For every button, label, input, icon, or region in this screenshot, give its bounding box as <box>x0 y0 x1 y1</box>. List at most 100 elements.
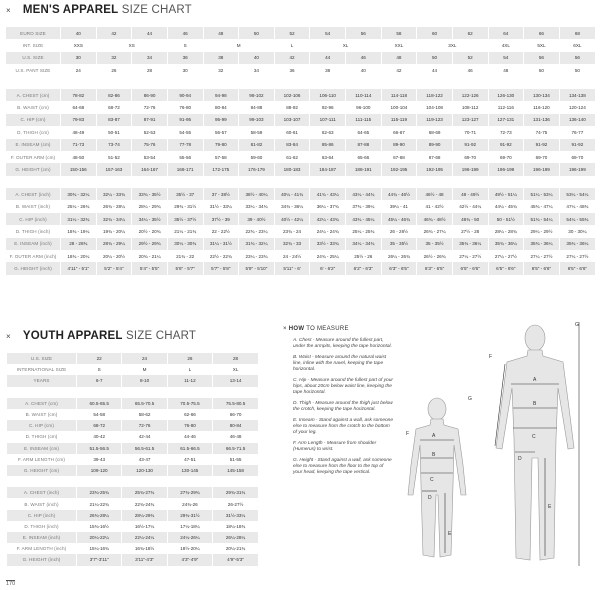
how-to-measure-title: × HOW TO MEASURE <box>283 326 393 332</box>
table-cell: 32 <box>95 51 132 65</box>
measure-instruction: B. Waist - Measure around the natural wa… <box>293 355 387 372</box>
table-cell: 23¾ - 24 <box>273 225 310 238</box>
table-cell: 35¾ - 36¼ <box>558 237 595 251</box>
table-cell: 30¾ - 32¼ <box>60 188 97 201</box>
table-cell: 22 - 22½ <box>202 225 239 238</box>
table-cell: 54-58 <box>75 408 122 421</box>
table-cell: 71-73 <box>60 138 97 151</box>
table-cell: 28 <box>131 64 168 77</box>
table-cell: 76-80 <box>166 101 203 114</box>
table-cell: 65-66 <box>345 150 382 164</box>
table-cell: 99-103 <box>238 113 275 127</box>
table-cell: 21¼ - 21¾ <box>166 225 203 238</box>
row-label: G. HEIGHT (inch) <box>5 262 61 275</box>
table-row: D. THIGH (cm) 48-49 50-51 52-53 54-55 56-57 58… <box>5 126 595 139</box>
table-cell: 79-83 <box>60 113 97 127</box>
table-cell: 30¼ - 30¾ <box>166 237 203 251</box>
label-e: E <box>548 504 552 510</box>
table-cell: 70-71 <box>451 126 488 139</box>
table-cell: 20¼ - 20½ <box>95 250 132 263</box>
table-cell: 35¾ - 36¼ <box>451 237 488 251</box>
row-label: G. HEIGHT (cm) <box>5 163 61 176</box>
table-row: INT. SIZE XXS XS S M L XL XXL 3XL 4XL 5XL 6XL <box>5 39 595 52</box>
table-cell: 112-116 <box>487 101 524 114</box>
table-row: C. HIP (cm) 68-72 72-76 76-80 80-84 <box>6 420 258 432</box>
table-cell: 22¾-24¾ <box>121 498 168 510</box>
table-cell: 37½ - 39 <box>202 212 239 226</box>
table-cell: 44 <box>131 27 168 40</box>
table-cell: 30 - 30¼ <box>558 225 595 238</box>
table-cell: 130-134 <box>523 88 560 102</box>
table-cell: 20¼-21¾ <box>212 543 258 555</box>
table-cell: 91-92 <box>487 138 524 151</box>
table-cell: 43-47 <box>121 453 168 465</box>
table-cell: 82-86 <box>95 88 132 102</box>
table-cell: 24 <box>121 353 168 365</box>
table-cell: 24¾-26 <box>166 498 213 510</box>
table-cell: 25½ - 26 <box>345 250 382 263</box>
table-cell: 40-42 <box>75 431 122 443</box>
table-cell: 6'2" - 6'3" <box>345 262 382 275</box>
table-cell: 11-12 <box>166 375 213 387</box>
table-cell: 51-52 <box>95 150 132 164</box>
row-label: G. HEIGHT (inch) <box>6 554 77 566</box>
table-cell: 40½ - 42¼ <box>273 212 310 226</box>
table-cell: 46-48 <box>212 431 258 443</box>
row-label: INTERNATIONAL SIZE <box>6 364 77 376</box>
table-cell: 49½ - 51¼ <box>487 188 524 201</box>
table-cell: 130-145 <box>166 464 213 477</box>
table-cell: 34¼ - 35½ <box>131 212 168 226</box>
how-to-measure: × HOW TO MEASURE A. Chest - Measure arou… <box>283 326 393 481</box>
table-row: E. INSEAM (inch) 28 - 28¾ 28¾ - 29¼ 29½ - 2… <box>5 237 595 251</box>
table-cell: 29¾-31½ <box>166 509 213 521</box>
table-row: A. CHEST (inch) 30¾ - 32¼ 32¼ - 33¾ 33¾ - 3… <box>5 188 595 201</box>
table-cell: 56.5-61.5 <box>121 442 168 454</box>
table-cell: 196-199 <box>523 163 560 176</box>
table-cell: 91-92 <box>558 138 595 151</box>
table-cell: 77-78 <box>166 138 203 151</box>
table-row: F. ARM LENGTH (cm) 39-43 43-47 47-51 51-55 <box>6 453 258 465</box>
row-label: U.S. SIZE <box>6 353 77 365</box>
table-cell: 46½ - 48 <box>416 188 453 201</box>
table-cell: 68-72 <box>75 420 122 432</box>
table-cell: 40 <box>60 27 97 40</box>
table-cell: 15¾-16½ <box>75 520 122 532</box>
row-label: F. ARM LENGTH (inch) <box>6 543 77 555</box>
row-label: U.S. PANT SIZE <box>5 64 61 77</box>
table-cell: 28 - 28¾ <box>60 237 97 251</box>
row-spacer <box>6 386 258 398</box>
table-cell: 168-171 <box>166 163 203 176</box>
table-cell: 32 <box>202 64 239 77</box>
table-cell: 115-119 <box>380 113 417 127</box>
table-cell: 4'3"-4'9" <box>166 554 213 566</box>
measure-instruction: F. Arm Length - Measure from shoulder (H… <box>293 441 377 452</box>
table-cell: 51¾ - 54¼ <box>523 212 560 226</box>
table-cell: 22 <box>75 353 122 365</box>
table-cell: 5'9" - 5'10" <box>238 262 275 275</box>
table-cell: 5'4" - 5'5" <box>131 262 168 275</box>
table-cell: 42¼ - 43¾ <box>309 212 346 226</box>
row-label: E. INSEAM (cm) <box>5 138 61 151</box>
table-cell: 4'11" - 5'1" <box>60 262 97 275</box>
table-cell: 38½ - 40¼ <box>238 188 275 201</box>
table-cell: 26¾-28¼ <box>75 509 122 521</box>
table-cell: S <box>166 39 203 52</box>
table-cell: 136-140 <box>558 113 595 127</box>
table-cell: 44¼ - 45¾ <box>487 200 524 213</box>
table-cell: 76-77 <box>558 126 595 139</box>
row-label: A. CHEST (cm) <box>6 397 77 409</box>
table-cell: M <box>121 364 168 376</box>
table-row: U.S. SIZE 30 32 34 36 38 40 42 44 46 48 50 52 54 56 56 <box>5 51 595 65</box>
row-label: EURO SIZE <box>5 27 61 40</box>
table-cell: 5'6" - 5'7" <box>166 262 203 275</box>
table-cell: 108-112 <box>451 101 488 114</box>
table-cell: 196-199 <box>451 163 488 176</box>
measure-instruction: G. Height - Stand against a wall, ask so… <box>293 458 392 475</box>
table-cell: 126-130 <box>487 88 524 102</box>
table-cell: 64-68 <box>60 101 97 114</box>
table-cell: 68 <box>558 27 595 40</box>
table-cell: 15¼-16¾ <box>75 543 122 555</box>
table-cell: 56 <box>558 51 595 65</box>
table-row: D. THIGH (inch) 18¾ - 19¼ 19¾ - 20¼ 20½ - 2… <box>5 225 595 238</box>
table-cell: 57-58 <box>202 150 239 164</box>
